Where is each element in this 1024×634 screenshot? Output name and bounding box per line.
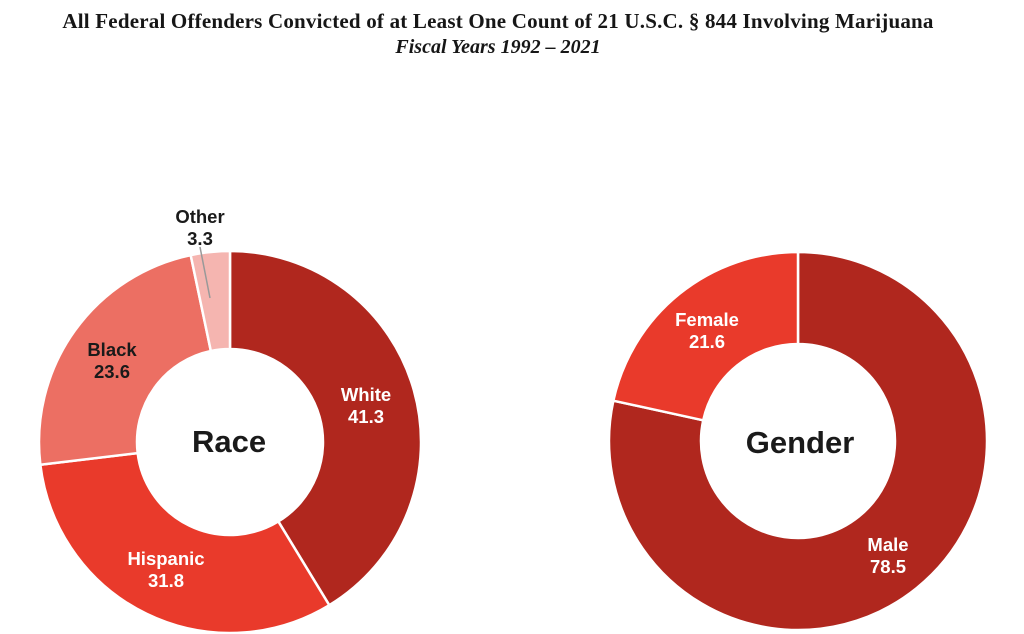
black-slice-name: Black bbox=[87, 339, 137, 360]
female-slice-value: 21.6 bbox=[688, 331, 726, 352]
donut-slice-white bbox=[228, 249, 423, 607]
gender-center-label: Gender bbox=[745, 425, 855, 460]
hispanic-slice-value: 31.8 bbox=[147, 570, 185, 591]
donut-slice-other bbox=[189, 249, 232, 353]
hispanic-slice-name: Hispanic bbox=[127, 548, 205, 569]
white-slice-value: 41.3 bbox=[347, 406, 385, 427]
male-slice-name: Male bbox=[867, 534, 909, 555]
white-slice-name: White bbox=[340, 384, 392, 405]
male-slice-label: Male 78.5 bbox=[867, 534, 908, 578]
female-slice-name: Female bbox=[675, 309, 739, 330]
other-slice-callout-label: Other 3.3 bbox=[175, 206, 224, 250]
donut-slice-black bbox=[37, 253, 213, 467]
race-slices-group bbox=[37, 249, 423, 634]
race-center-label: Race bbox=[191, 424, 267, 459]
hispanic-slice-label: Hispanic 31.8 bbox=[127, 548, 204, 592]
white-slice-label: White 41.3 bbox=[341, 384, 391, 428]
donut-slice-male bbox=[607, 250, 989, 632]
donut-chart-gender bbox=[607, 250, 989, 632]
figure-header: All Federal Offenders Convicted of at Le… bbox=[0, 8, 996, 61]
male-slice-value: 78.5 bbox=[869, 556, 907, 577]
figure-subtitle: Fiscal Years 1992 – 2021 bbox=[395, 36, 601, 58]
black-slice-value: 23.6 bbox=[93, 361, 130, 382]
figure-title: All Federal Offenders Convicted of at Le… bbox=[62, 9, 934, 33]
other-slice-value: 3.3 bbox=[187, 228, 213, 249]
other-slice-name: Other bbox=[175, 206, 225, 227]
gender-slices-group bbox=[607, 250, 989, 632]
donut-chart-race bbox=[37, 246, 423, 634]
donut-slice-hispanic bbox=[38, 451, 332, 634]
other-callout-line bbox=[199, 246, 211, 299]
black-slice-label: Black 23.6 bbox=[87, 339, 136, 383]
female-slice-label: Female 21.6 bbox=[675, 309, 739, 353]
donut-slice-female bbox=[611, 250, 800, 422]
